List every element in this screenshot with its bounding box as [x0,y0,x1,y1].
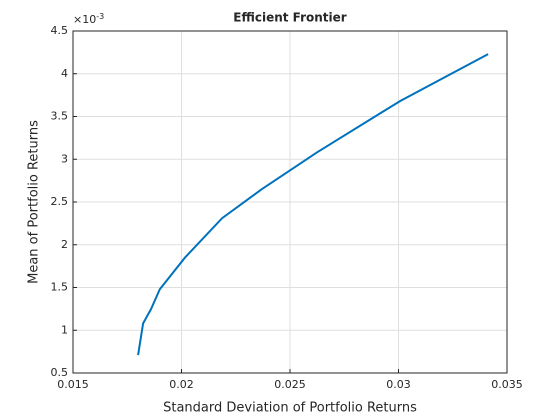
y-axis-label: Mean of Portfolio Returns [27,120,42,284]
y-multiplier-exponent: -3 [96,12,104,21]
x-tick-label: 0.02 [169,378,194,391]
y-tick-label: 1.5 [51,281,69,294]
x-axis-label: Standard Deviation of Portfolio Returns [163,401,417,416]
chart-title: Efficient Frontier [233,11,347,25]
y-tick-label: 3 [61,152,68,165]
y-tick-label: 4.5 [51,24,69,37]
y-tick-label: 0.5 [51,366,69,379]
x-tick-label: 0.03 [386,378,411,391]
y-tick-label: 4 [61,67,68,80]
x-tick-label: 0.025 [274,378,306,391]
y-multiplier-base: ×10 [73,13,96,26]
y-tick-label: 1 [61,323,68,336]
y-tick-label: 2.5 [51,195,69,208]
plot-frame [72,30,508,374]
y-tick-label: 2 [61,238,68,251]
y-tick-label: 3.5 [51,110,69,123]
x-tick-label: 0.035 [491,378,523,391]
y-multiplier: ×10-3 [73,12,104,27]
x-tick-label: 0.015 [57,378,89,391]
frontier-line [137,53,489,356]
